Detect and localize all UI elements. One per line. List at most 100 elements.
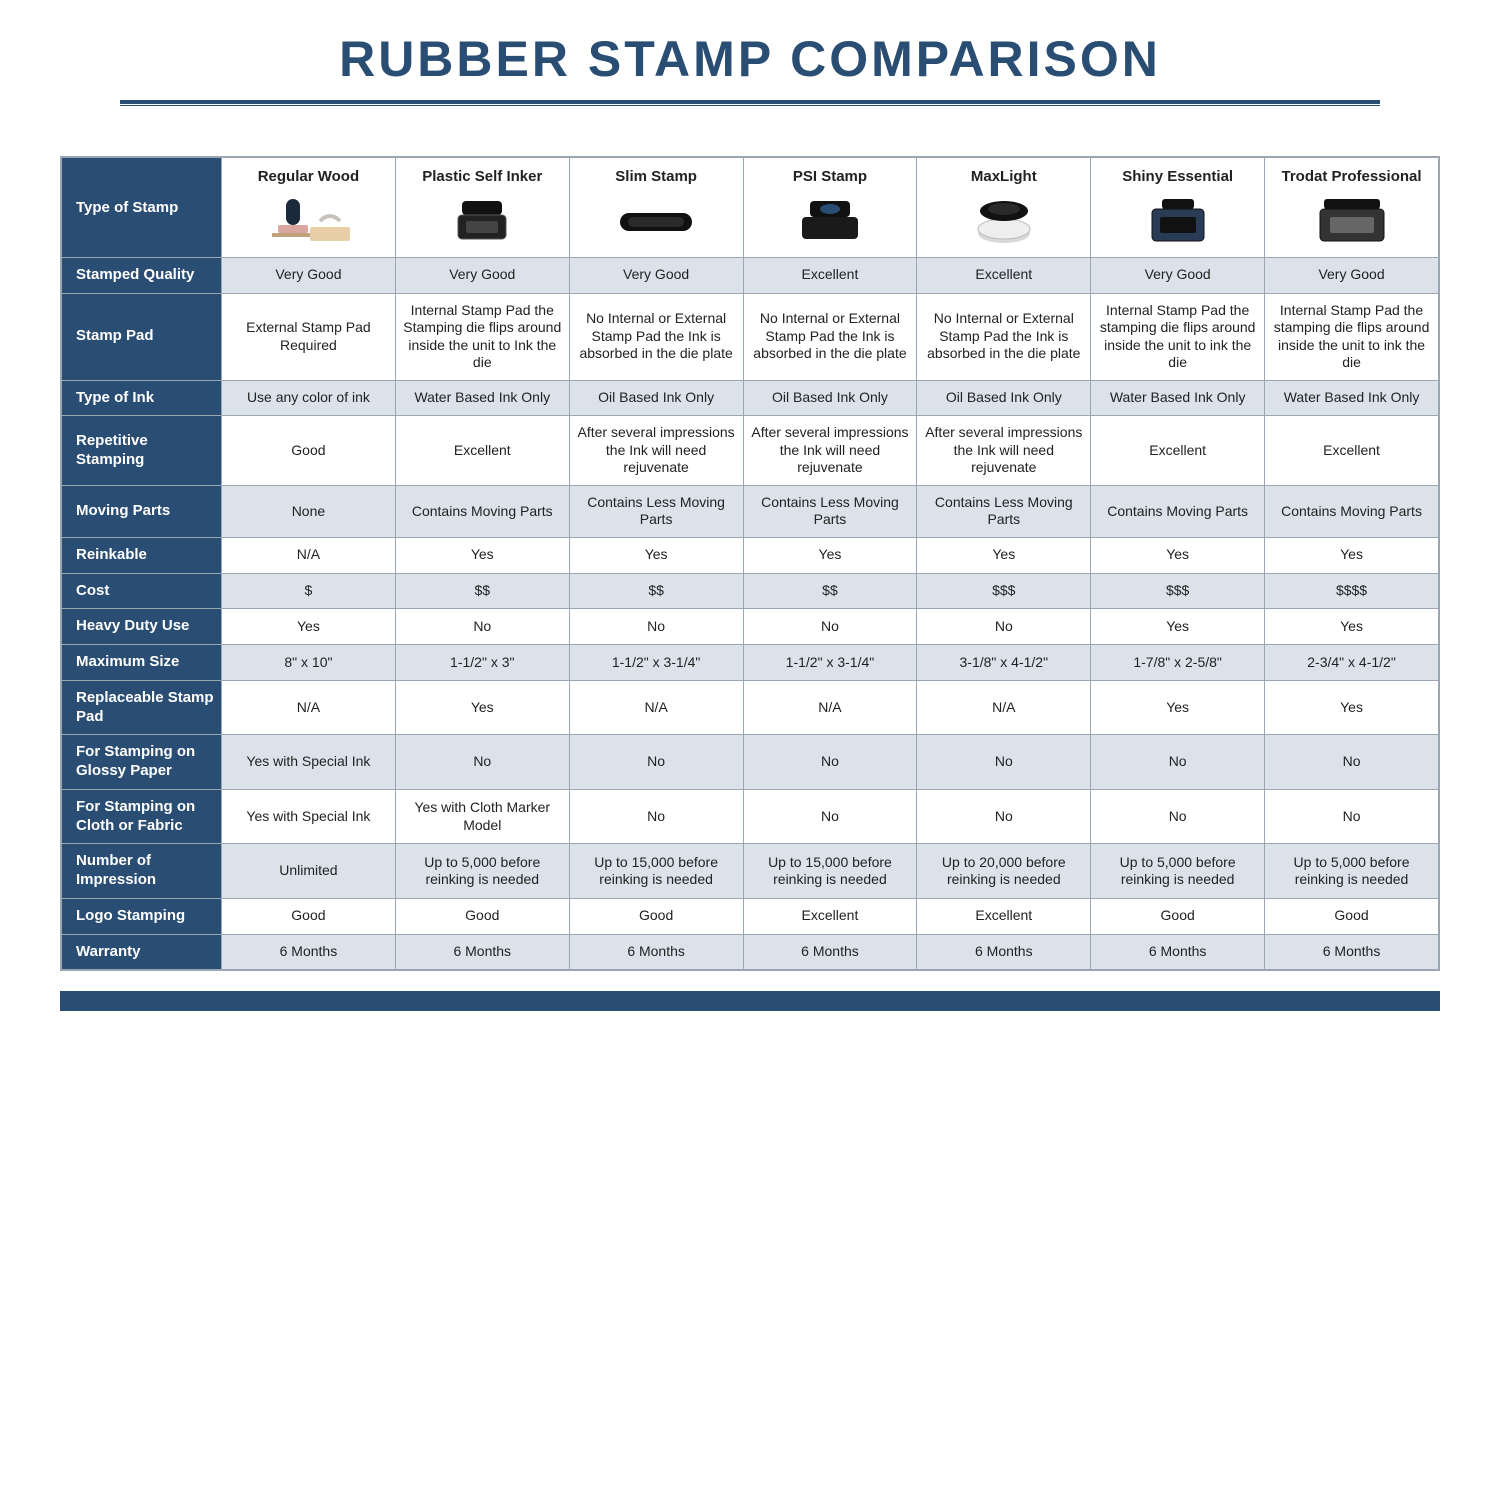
corner-cell: Type of Stamp: [62, 158, 222, 258]
cell: $: [222, 573, 396, 609]
cell: $$$: [1091, 573, 1265, 609]
table-row: Stamped QualityVery GoodVery GoodVery Go…: [62, 257, 1439, 293]
cell: No: [1091, 735, 1265, 790]
row-header: Type of Ink: [62, 380, 222, 416]
cell: $$$: [917, 573, 1091, 609]
cell: Good: [222, 416, 396, 486]
cell: Up to 15,000 before reinking is needed: [743, 844, 917, 899]
cell: Contains Less Moving Parts: [917, 485, 1091, 537]
cell: Water Based Ink Only: [1091, 380, 1265, 416]
col-label: Plastic Self Inker: [422, 168, 542, 187]
cell: 6 Months: [743, 934, 917, 970]
cell: N/A: [569, 680, 743, 735]
cell: No: [743, 789, 917, 844]
cell: No: [743, 735, 917, 790]
table-wrap: Type of Stamp Regular Wood Plastic Self …: [60, 156, 1440, 971]
cell: 2-3/4" x 4-1/2": [1265, 645, 1439, 681]
cell: Yes: [1091, 680, 1265, 735]
psi-stamp-icon: [780, 193, 880, 249]
cell: 6 Months: [1265, 934, 1439, 970]
table-row: Logo StampingGoodGoodGoodExcellentExcell…: [62, 898, 1439, 934]
table-row: Replaceable Stamp PadN/AYesN/AN/AN/AYesY…: [62, 680, 1439, 735]
cell: $$: [569, 573, 743, 609]
maxlight-stamp-icon: [954, 193, 1054, 249]
cell: Contains Less Moving Parts: [743, 485, 917, 537]
cell: No: [1091, 789, 1265, 844]
cell: Water Based Ink Only: [1265, 380, 1439, 416]
row-header: Replaceable Stamp Pad: [62, 680, 222, 735]
cell: Good: [1091, 898, 1265, 934]
cell: Contains Less Moving Parts: [569, 485, 743, 537]
cell: Excellent: [1265, 416, 1439, 486]
table-row: Stamp PadExternal Stamp Pad Required Inte…: [62, 293, 1439, 380]
table-row: ReinkableN/AYesYesYesYesYesYes: [62, 537, 1439, 573]
cell: 6 Months: [917, 934, 1091, 970]
cell: Up to 5,000 before reinking is needed: [1091, 844, 1265, 899]
cell: N/A: [222, 537, 396, 573]
cell: No: [917, 609, 1091, 645]
cell: Excellent: [743, 898, 917, 934]
table-row: Repetitive StampingGoodExcellentAfter se…: [62, 416, 1439, 486]
cell: Good: [395, 898, 569, 934]
wood-stamp-icon: [258, 193, 358, 249]
cell: Yes: [1265, 680, 1439, 735]
col-label: PSI Stamp: [793, 168, 867, 187]
cell: After several impressions the Ink will n…: [569, 416, 743, 486]
col-head-0: Regular Wood: [222, 158, 396, 258]
col-head-1: Plastic Self Inker: [395, 158, 569, 258]
cell: Good: [569, 898, 743, 934]
cell: N/A: [917, 680, 1091, 735]
col-label: MaxLight: [971, 168, 1037, 187]
row-header: Maximum Size: [62, 645, 222, 681]
table-row: For Stamping on Glossy PaperYes with Spe…: [62, 735, 1439, 790]
cell: Oil Based Ink Only: [569, 380, 743, 416]
table-row: Number of ImpressionUnlimitedUp to 5,000…: [62, 844, 1439, 899]
row-header: Stamp Pad: [62, 293, 222, 380]
cell: $$$$: [1265, 573, 1439, 609]
cell: External Stamp Pad Required: [222, 293, 396, 380]
cell: Contains Moving Parts: [1091, 485, 1265, 537]
table-head: Type of Stamp Regular Wood Plastic Self …: [62, 158, 1439, 258]
cell: Very Good: [395, 257, 569, 293]
cell: Contains Moving Parts: [1265, 485, 1439, 537]
cell: No: [395, 735, 569, 790]
cell: No Internal or External Stamp Pad the In…: [743, 293, 917, 380]
table-row: Warranty6 Months6 Months6 Months6 Months…: [62, 934, 1439, 970]
cell: Yes: [395, 537, 569, 573]
row-header: For Stamping on Glossy Paper: [62, 735, 222, 790]
row-header: For Stamping on Cloth or Fabric: [62, 789, 222, 844]
page-title: RUBBER STAMP COMPARISON: [0, 30, 1500, 88]
col-label: Shiny Essential: [1122, 168, 1233, 187]
cell: Good: [1265, 898, 1439, 934]
cell: No: [569, 789, 743, 844]
cell: 6 Months: [1091, 934, 1265, 970]
cell: Up to 20,000 before reinking is needed: [917, 844, 1091, 899]
cell: After several impressions the Ink will n…: [917, 416, 1091, 486]
trodat-stamp-icon: [1302, 193, 1402, 249]
cell: $$: [395, 573, 569, 609]
table-row: Cost$$$$$$$$$$$$$$$$$: [62, 573, 1439, 609]
row-header: Logo Stamping: [62, 898, 222, 934]
cell: Contains Moving Parts: [395, 485, 569, 537]
cell: No: [569, 735, 743, 790]
title-wrap: RUBBER STAMP COMPARISON: [0, 0, 1500, 116]
cell: No: [917, 789, 1091, 844]
row-header: Number of Impression: [62, 844, 222, 899]
cell: 8" x 10": [222, 645, 396, 681]
cell: N/A: [222, 680, 396, 735]
cell: Internal Stamp Pad the stamping die flip…: [1265, 293, 1439, 380]
cell: Very Good: [1091, 257, 1265, 293]
cell: Yes: [1265, 609, 1439, 645]
col-label: Regular Wood: [258, 168, 359, 187]
col-head-2: Slim Stamp: [569, 158, 743, 258]
row-header: Cost: [62, 573, 222, 609]
cell: Yes: [1091, 537, 1265, 573]
row-header: Reinkable: [62, 537, 222, 573]
col-head-3: PSI Stamp: [743, 158, 917, 258]
cell: Very Good: [569, 257, 743, 293]
cell: 6 Months: [222, 934, 396, 970]
cell: Use any color of ink: [222, 380, 396, 416]
cell: Water Based Ink Only: [395, 380, 569, 416]
cell: 1-1/2" x 3-1/4": [743, 645, 917, 681]
cell: Excellent: [917, 898, 1091, 934]
